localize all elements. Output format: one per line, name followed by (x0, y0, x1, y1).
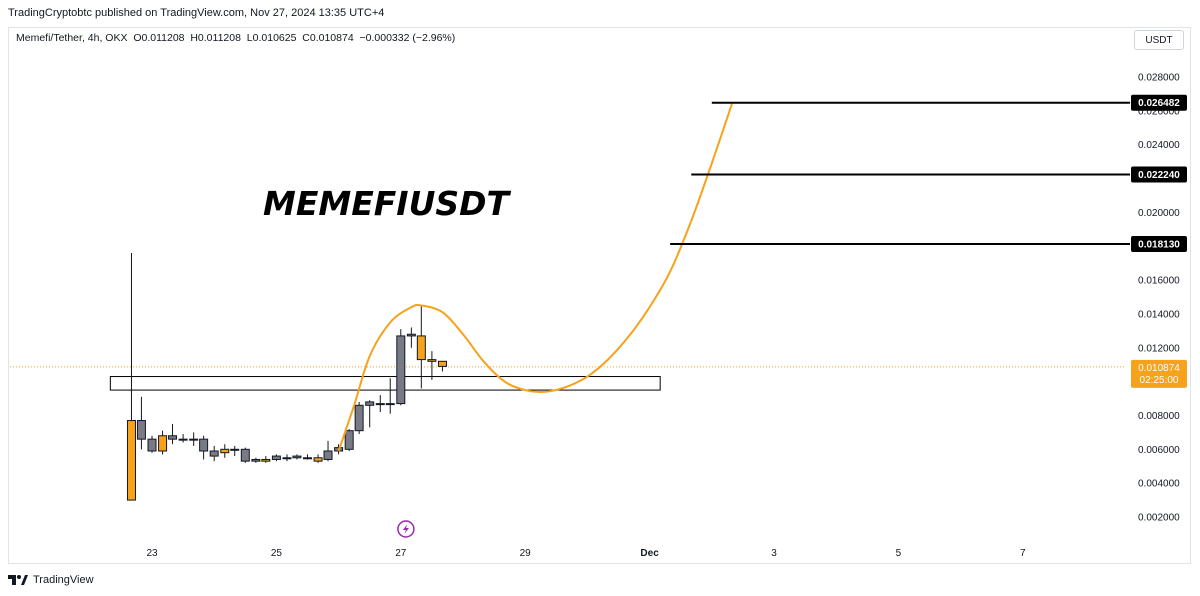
candle-body (282, 457, 292, 460)
y-tick-label: 0.026000 (1138, 106, 1180, 117)
last-price-label-bg (1131, 359, 1187, 388)
projection-curve[interactable] (337, 102, 734, 452)
footer: TradingView (8, 574, 94, 586)
footer-brand: TradingView (33, 574, 94, 586)
legend-high: H0.011208 (190, 32, 241, 44)
y-tick-label: 0.006000 (1138, 445, 1180, 456)
candle-body (199, 438, 209, 452)
lightning-bolt-glyph (402, 524, 409, 534)
last-price-label: 0.010874 (1138, 363, 1180, 374)
candle-body (240, 448, 250, 462)
legend-low: L0.010625 (246, 32, 297, 44)
candle-body (323, 450, 333, 460)
target-level-label-bg (1131, 236, 1187, 253)
candle-body (385, 403, 395, 406)
chart-title: MEMEFIUSDT (263, 184, 512, 223)
y-tick-label: 0.016000 (1138, 276, 1180, 287)
y-tick-label: 0.014000 (1138, 309, 1180, 320)
chart-frame (8, 27, 1191, 564)
y-tick-label: 0.004000 (1138, 479, 1180, 490)
x-tick-label: 27 (395, 548, 407, 559)
target-level-label: 0.026482 (1138, 98, 1180, 109)
tradingview-logo-icon (8, 575, 28, 585)
y-tick-label: 0.020000 (1138, 208, 1180, 219)
x-tick-label: 25 (271, 548, 283, 559)
candle-body (220, 448, 230, 454)
currency-button[interactable]: USDT (1134, 30, 1184, 50)
candle-body (437, 360, 447, 367)
target-level-label: 0.018130 (1138, 240, 1180, 251)
candle-body (416, 335, 426, 361)
x-tick-label: 29 (520, 548, 532, 559)
candle-body (209, 450, 219, 457)
y-tick-label: 0.008000 (1138, 411, 1180, 422)
y-tick-label: 0.028000 (1138, 73, 1180, 84)
x-tick-label: 5 (896, 548, 902, 559)
candle-body (396, 335, 406, 405)
y-tick-label: 0.002000 (1138, 513, 1180, 524)
candle-body (251, 458, 261, 462)
support-zone[interactable] (109, 376, 661, 391)
candle-body (271, 455, 281, 460)
candle-body (230, 448, 240, 451)
y-tick-label: 0.024000 (1138, 140, 1180, 151)
legend-close: C0.010874 (302, 32, 354, 44)
candle-body (406, 333, 416, 337)
candle-body (292, 455, 302, 459)
candle-body (344, 430, 354, 450)
legend-symbol: Memefi/Tether, 4h, OKX (16, 32, 128, 44)
legend-open: O0.011208 (133, 32, 185, 44)
candle-body (147, 438, 157, 452)
x-tick-label: 3 (771, 548, 777, 559)
countdown-label: 02:25:00 (1140, 375, 1179, 386)
candle-body (303, 457, 312, 460)
candle-body (158, 435, 168, 452)
candle-body (354, 404, 364, 432)
ohlc-legend: Memefi/Tether, 4h, OKX O0.011208 H0.0112… (16, 32, 455, 44)
candle-body (375, 403, 385, 406)
candle-body (178, 438, 188, 441)
legend-change: −0.000332 (−2.96%) (359, 32, 456, 44)
x-tick-label: 23 (146, 548, 158, 559)
x-tick-label: 7 (1020, 548, 1026, 559)
target-level-label: 0.022240 (1138, 170, 1180, 181)
candle-body (189, 438, 199, 441)
candle-body (168, 435, 178, 440)
candle-body (427, 359, 437, 362)
target-level-label-bg (1131, 94, 1187, 111)
candle-body (136, 420, 146, 440)
publish-line: TradingCryptobtc published on TradingVie… (8, 7, 385, 19)
candle-body (261, 458, 271, 462)
candle-body (126, 420, 136, 501)
x-tick-label: Dec (640, 548, 659, 559)
candle-body (313, 457, 323, 462)
target-level-label-bg (1131, 166, 1187, 183)
candle-body (365, 401, 375, 406)
y-tick-label: 0.012000 (1138, 343, 1180, 354)
